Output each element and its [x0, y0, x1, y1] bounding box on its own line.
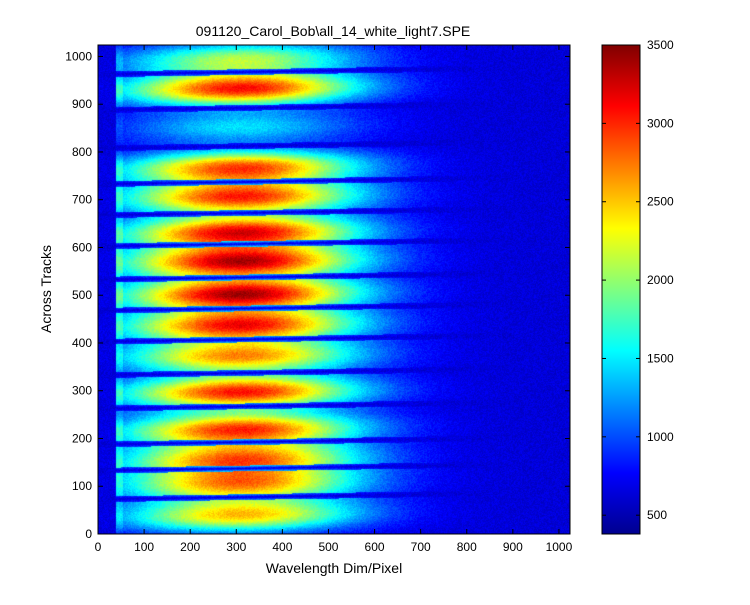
y-tick-label: 800 [72, 145, 92, 159]
colorbar-tick-label: 1500 [647, 351, 674, 365]
colorbar-tick-label: 3000 [647, 116, 674, 130]
x-tick-label: 900 [503, 540, 523, 554]
colorbar-tick-label: 500 [647, 508, 667, 522]
colorbar-tick-label: 2000 [647, 273, 674, 287]
heatmap-image [98, 45, 570, 534]
y-tick-label: 500 [72, 288, 92, 302]
y-axis-label: Across Tracks [38, 245, 54, 333]
colorbar [601, 44, 641, 535]
chart-title: 091120_Carol_Bob\all_14_white_light7.SPE [196, 23, 471, 39]
x-axis: 0 100 200 300 400 500 600 700 800 900 1000 [95, 45, 573, 554]
y-tick-label: 600 [72, 240, 92, 254]
y-tick-label: 400 [72, 336, 92, 350]
colorbar-tick-label: 1000 [647, 430, 674, 444]
x-tick-label: 700 [411, 540, 431, 554]
y-tick-label: 0 [85, 527, 92, 541]
x-tick-label: 1000 [546, 540, 573, 554]
y-tick-label: 100 [72, 479, 92, 493]
plot-frame [97, 44, 571, 535]
x-tick-label: 400 [272, 540, 292, 554]
y-tick-label: 1000 [65, 49, 92, 63]
colorbar-tick-label: 2500 [647, 195, 674, 209]
x-tick-label: 500 [318, 540, 338, 554]
x-tick-label: 600 [365, 540, 385, 554]
y-tick-label: 700 [72, 193, 92, 207]
y-tick-label: 300 [72, 384, 92, 398]
x-tick-label: 800 [457, 540, 477, 554]
colorbar-axis: 500 1000 1500 2000 2500 3000 3500 [602, 38, 674, 522]
x-tick-label: 100 [134, 540, 154, 554]
y-tick-label: 900 [72, 97, 92, 111]
x-tick-label: 300 [226, 540, 246, 554]
y-tick-label: 200 [72, 431, 92, 445]
x-tick-label: 0 [95, 540, 102, 554]
x-axis-label: Wavelength Dim/Pixel [266, 560, 402, 576]
x-tick-label: 200 [180, 540, 200, 554]
colorbar-tick-label: 3500 [647, 38, 674, 52]
y-axis: 0 100 200 300 400 500 600 700 800 900 1000 [65, 49, 570, 541]
